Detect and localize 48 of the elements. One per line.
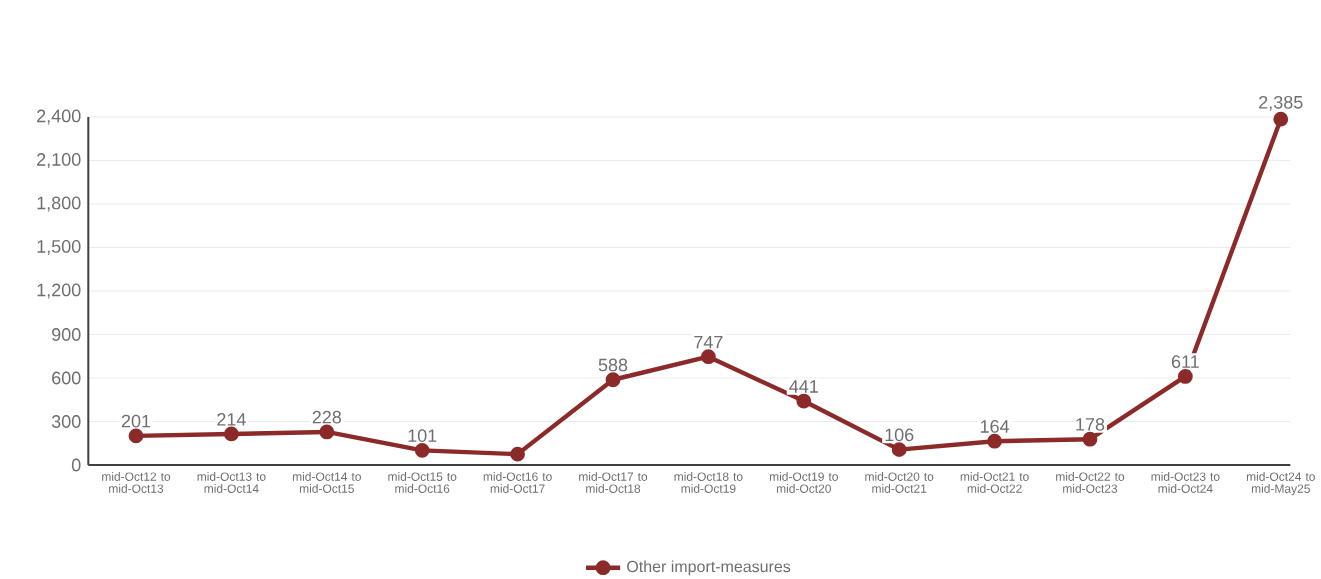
point — [796, 393, 812, 409]
y-tick-label: 1,200 — [37, 283, 81, 299]
x-tick-label: mid-Oct24 to mid-May25 — [1246, 472, 1315, 496]
point — [1177, 369, 1193, 384]
y-tick-label: 900 — [52, 328, 81, 341]
y-tick-label: 2,100 — [37, 153, 81, 168]
point — [1082, 431, 1098, 447]
legend-label: Other import-measures — [627, 560, 791, 576]
data-label: 228 — [312, 410, 342, 424]
y-tick-label: 1,800 — [37, 196, 81, 212]
x-tick-label: mid-Oct23 to mid-Oct24 — [1151, 472, 1220, 493]
point — [319, 424, 335, 440]
point — [987, 433, 1002, 449]
y-tick-label: 2,400 — [37, 109, 81, 125]
y-tick-label: 1,500 — [37, 240, 81, 255]
y-tick-label: 600 — [52, 371, 81, 385]
y-tick-label: 0 — [71, 458, 81, 472]
x-tick-label: mid-Oct15 to mid-Oct16 — [388, 472, 457, 493]
data-label: 164 — [980, 420, 1010, 433]
data-label: 611 — [1171, 355, 1199, 369]
x-tick-label: mid-Oct20 to mid-Oct21 — [865, 472, 934, 493]
x-tick-label: mid-Oct19 to mid-Oct20 — [769, 472, 838, 493]
x-tick-label: mid-Oct21 to mid-Oct22 — [960, 472, 1029, 493]
x-tick-label: mid-Oct12 to mid-Oct13 — [102, 472, 171, 493]
x-tick-label: mid-Oct16 to mid-Oct17 — [483, 472, 552, 493]
data-label: 106 — [885, 428, 914, 442]
x-tick-label: mid-Oct17 to mid-Oct18 — [579, 472, 648, 493]
data-label: 101 — [408, 429, 437, 442]
data-label: 201 — [121, 414, 151, 428]
point — [891, 442, 907, 458]
data-label: 214 — [217, 413, 246, 426]
point — [510, 446, 525, 462]
x-tick-label: mid-Oct22 to mid-Oct23 — [1056, 472, 1125, 493]
point — [700, 349, 716, 365]
point — [1273, 111, 1289, 127]
data-label: 2,385 — [1259, 95, 1303, 111]
x-tick-label: mid-Oct13 to mid-Oct14 — [197, 472, 266, 493]
data-label: 588 — [598, 358, 628, 372]
point — [128, 428, 144, 444]
x-tick-label: mid-Oct14 to mid-Oct15 — [292, 472, 361, 493]
point — [605, 372, 621, 388]
y-tick-label: 300 — [51, 415, 81, 428]
point — [414, 442, 430, 458]
x-tick-label: mid-Oct18 to mid-Oct19 — [674, 472, 743, 493]
point — [224, 426, 239, 442]
data-label: 178 — [1076, 418, 1105, 431]
data-label: 441 — [789, 380, 818, 393]
data-label: 747 — [694, 335, 723, 349]
